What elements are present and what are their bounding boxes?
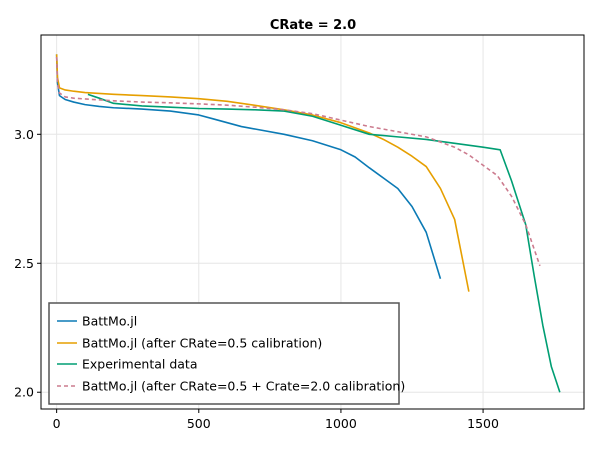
x-tick-label: 500 <box>187 416 211 431</box>
legend-label: BattMo.jl <box>82 314 137 329</box>
legend: BattMo.jl BattMo.jl (after CRate=0.5 cali… <box>48 302 405 405</box>
series-line <box>87 93 561 393</box>
x-axis: 0 500 1000 1500 <box>53 409 499 431</box>
y-tick-label: 2.0 <box>14 385 34 400</box>
legend-label: BattMo.jl (after CRate=0.5 calibration) <box>82 336 322 351</box>
y-axis: 2.0 2.5 3.0 <box>14 127 41 400</box>
legend-label: BattMo.jl (after CRate=0.5 + Crate=2.0 c… <box>82 379 405 394</box>
x-tick-label: 1000 <box>325 416 357 431</box>
x-tick-label: 1500 <box>467 416 499 431</box>
series-line <box>55 54 470 292</box>
legend-label: Experimental data <box>82 357 198 372</box>
y-tick-label: 3.0 <box>14 127 34 142</box>
legend-box <box>48 302 400 405</box>
series-line <box>55 56 541 267</box>
chart-title: CRate = 2.0 <box>270 18 356 33</box>
plot-frame <box>40 34 585 410</box>
series-lines <box>55 54 561 393</box>
x-tick-label: 0 <box>53 416 61 431</box>
y-tick-label: 2.5 <box>14 256 34 271</box>
series-line <box>55 54 442 279</box>
